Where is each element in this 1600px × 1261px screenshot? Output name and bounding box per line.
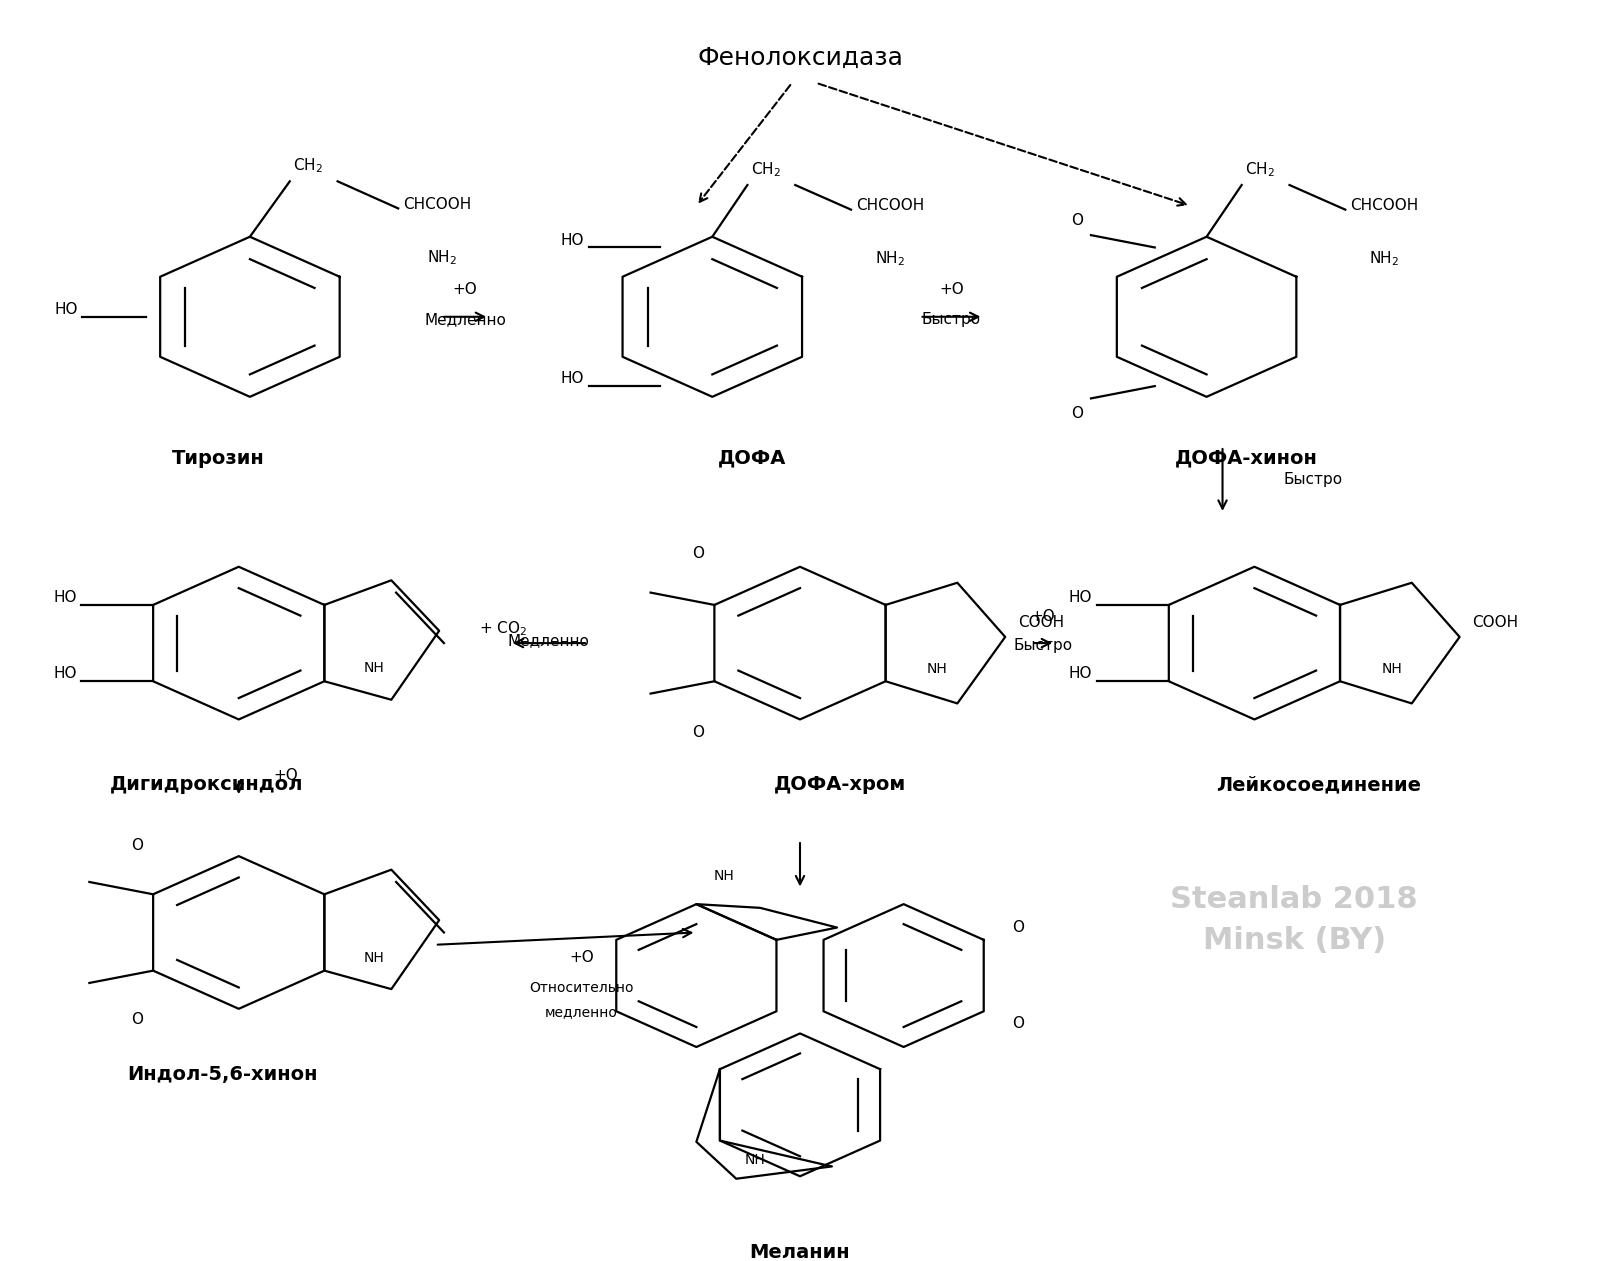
Text: Индол-5,6-хинон: Индол-5,6-хинон <box>128 1064 318 1083</box>
Text: Фенолоксидаза: Фенолоксидаза <box>698 47 902 71</box>
Text: NH$_2$: NH$_2$ <box>875 250 906 269</box>
Text: COOH: COOH <box>1472 614 1518 629</box>
Text: NH: NH <box>363 661 384 676</box>
Text: Лейкосоединение: Лейкосоединение <box>1216 776 1421 794</box>
Text: Быстро: Быстро <box>922 311 981 327</box>
Text: NH: NH <box>714 869 734 883</box>
Text: O: O <box>131 837 142 852</box>
Text: CHCOOH: CHCOOH <box>1350 198 1418 213</box>
Text: HO: HO <box>1069 666 1093 681</box>
Text: CH$_2$: CH$_2$ <box>750 160 781 179</box>
Text: COOH: COOH <box>1018 614 1064 629</box>
Text: NH: NH <box>363 951 384 965</box>
Text: HO: HO <box>1069 590 1093 605</box>
Text: HO: HO <box>53 666 77 681</box>
Text: ДОФА-хром: ДОФА-хром <box>774 776 906 794</box>
Text: CH$_2$: CH$_2$ <box>293 156 323 175</box>
Text: + CO$_2$: + CO$_2$ <box>478 619 526 638</box>
Text: HO: HO <box>560 371 584 386</box>
Text: Медленно: Медленно <box>424 311 506 327</box>
Text: +O: +O <box>939 282 963 298</box>
Text: HO: HO <box>53 590 77 605</box>
Text: O: O <box>1070 213 1083 228</box>
Text: +O: +O <box>453 282 477 298</box>
Text: медленно: медленно <box>546 1005 618 1019</box>
Text: NH$_2$: NH$_2$ <box>427 248 458 267</box>
Text: NH: NH <box>926 662 947 676</box>
Text: Steanlab 2018
Minsk (BY): Steanlab 2018 Minsk (BY) <box>1171 885 1418 955</box>
Text: ДОФА: ДОФА <box>718 449 786 468</box>
Text: CHCOOH: CHCOOH <box>403 197 472 212</box>
Text: Дигидроксиндол: Дигидроксиндол <box>110 776 304 794</box>
Text: ДОФА-хинон: ДОФА-хинон <box>1174 449 1318 468</box>
Text: Относительно: Относительно <box>530 981 634 995</box>
Text: Быстро: Быстро <box>1013 638 1072 653</box>
Text: Быстро: Быстро <box>1283 473 1342 488</box>
Text: +O: +O <box>1030 609 1056 623</box>
Text: HO: HO <box>54 301 78 317</box>
Text: O: O <box>1013 921 1024 936</box>
Text: CHCOOH: CHCOOH <box>856 198 925 213</box>
Text: Медленно: Медленно <box>507 633 590 648</box>
Text: NH$_2$: NH$_2$ <box>1370 250 1400 269</box>
Text: O: O <box>131 1013 142 1028</box>
Text: Тирозин: Тирозин <box>171 449 264 468</box>
Text: CH$_2$: CH$_2$ <box>1245 160 1275 179</box>
Text: Меланин: Меланин <box>750 1243 850 1261</box>
Text: HO: HO <box>560 232 584 247</box>
Text: +O: +O <box>570 950 594 965</box>
Text: NH: NH <box>746 1154 766 1168</box>
Text: O: O <box>693 725 704 740</box>
Text: O: O <box>1070 406 1083 421</box>
Text: NH: NH <box>1381 662 1402 676</box>
Text: +O: +O <box>274 768 299 783</box>
Text: O: O <box>1013 1016 1024 1031</box>
Text: O: O <box>693 546 704 561</box>
